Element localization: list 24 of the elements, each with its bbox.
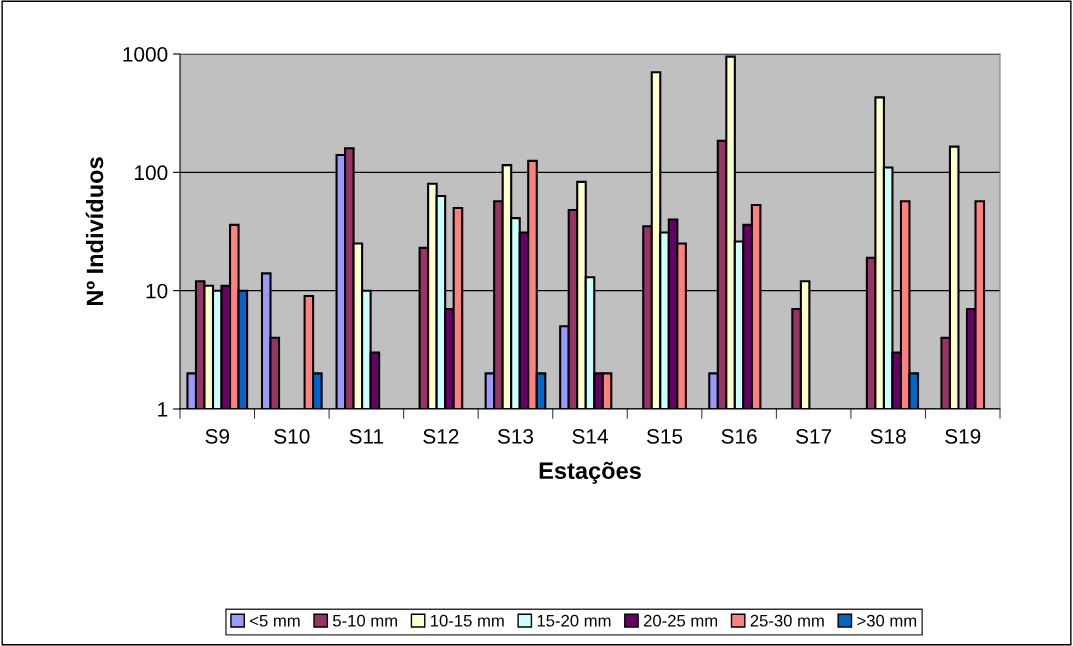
- x-axis-title: Estações: [539, 461, 641, 484]
- x-tick-label: S17: [796, 428, 832, 444]
- legend-label: 15-20 mm: [537, 614, 611, 627]
- legend-label: 20-25 mm: [643, 614, 718, 627]
- legend-label: 25-30 mm: [750, 614, 824, 627]
- y-tick-label: 100: [135, 165, 168, 181]
- x-tick-label: S15: [646, 428, 683, 444]
- x-tick-label: S12: [423, 428, 459, 444]
- legend-label: 10-15 mm: [431, 614, 504, 627]
- x-tick-label: S14: [572, 428, 608, 444]
- x-tick-label: S10: [274, 428, 310, 444]
- legend-label: <5 mm: [250, 614, 300, 627]
- x-tick-label: S16: [721, 428, 757, 444]
- x-tick-label: S19: [945, 428, 981, 444]
- y-tick-label: 1: [158, 402, 168, 417]
- y-tick-label: 1000: [123, 47, 168, 62]
- x-tick-label: S11: [349, 428, 384, 444]
- legend-label: >30 mm: [857, 614, 917, 627]
- x-tick-label: S9: [205, 428, 230, 444]
- y-tick-label: 10: [146, 283, 168, 299]
- x-tick-label: S18: [870, 428, 906, 444]
- y-axis-title: Nº Indivíduos: [85, 157, 104, 306]
- legend-label: 5-10 mm: [333, 614, 397, 627]
- x-tick-label: S13: [497, 428, 534, 444]
